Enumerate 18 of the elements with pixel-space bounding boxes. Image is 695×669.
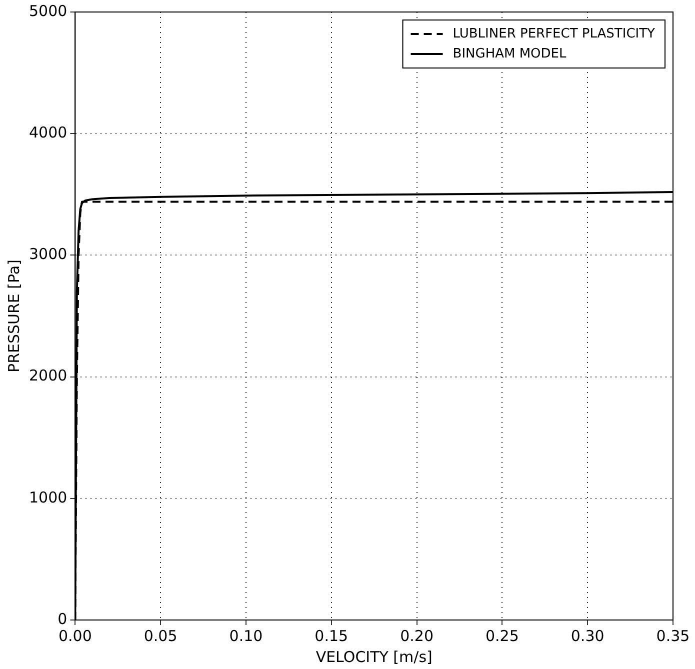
x-tick-label: 0.35 [656, 626, 690, 645]
x-tick-label: 0.05 [144, 626, 178, 645]
x-tick-label: 0.25 [485, 626, 519, 645]
y-tick-label: 3000 [28, 245, 68, 264]
y-tick-label: 1000 [28, 488, 68, 506]
x-tick-label: 0.20 [400, 626, 434, 645]
legend-label: BINGHAM MODEL [452, 46, 568, 62]
legend-label: LUBLINER PERFECT PLASTICITY [452, 26, 656, 42]
x-tick-label: 0.10 [229, 626, 263, 645]
y-tick-label: 5000 [28, 2, 68, 20]
y-tick-label: 4000 [28, 123, 68, 142]
x-tick-label: 0.30 [570, 626, 604, 645]
y-axis-title: PRESSURE [Pa] [4, 260, 23, 372]
x-tick-label: 0.15 [314, 626, 348, 645]
x-axis-title: VELOCITY [m/s] [316, 648, 432, 666]
x-tick-label: 0.00 [58, 626, 92, 645]
y-tick-label: 0 [58, 610, 68, 628]
y-tick-label: 2000 [28, 366, 68, 385]
